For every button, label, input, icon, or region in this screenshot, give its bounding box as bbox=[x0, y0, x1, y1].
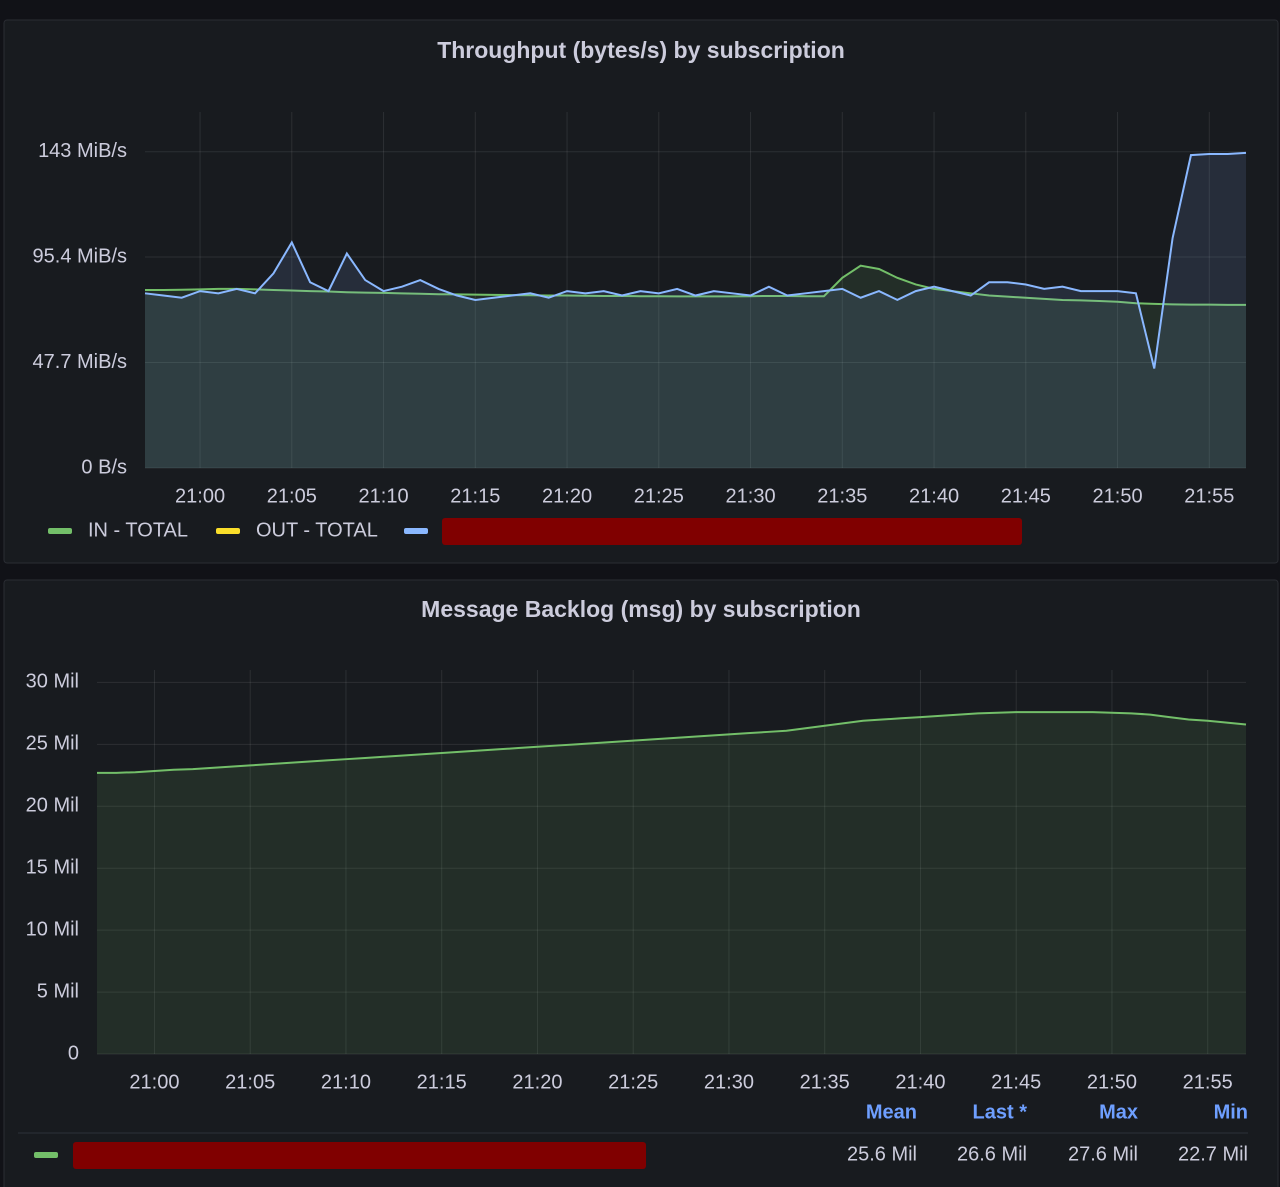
x-tick-label: 21:20 bbox=[542, 485, 592, 507]
x-tick-label: 21:40 bbox=[895, 1071, 945, 1093]
x-tick-label: 21:15 bbox=[417, 1071, 467, 1093]
y-tick-label: 10 Mil bbox=[26, 918, 79, 940]
legend-header[interactable]: Min bbox=[1214, 1101, 1248, 1123]
y-tick-label: 95.4 MiB/s bbox=[33, 245, 127, 267]
y-tick-label: 30 Mil bbox=[26, 671, 79, 693]
x-tick-label: 21:05 bbox=[267, 485, 317, 507]
x-tick-label: 21:50 bbox=[1093, 485, 1143, 507]
redacted-name bbox=[73, 1142, 646, 1169]
redacted-name bbox=[442, 518, 1022, 545]
x-tick-label: 21:25 bbox=[608, 1071, 658, 1093]
series-area bbox=[145, 265, 1246, 468]
legend-label[interactable]: OUT - TOTAL bbox=[256, 519, 378, 541]
legend-marker bbox=[48, 528, 72, 534]
y-tick-label: 0 bbox=[68, 1042, 79, 1064]
legend-stat: 27.6 Mil bbox=[1068, 1143, 1138, 1165]
legend-marker bbox=[216, 528, 240, 534]
x-tick-label: 21:45 bbox=[991, 1071, 1041, 1093]
legend-stat: 22.7 Mil bbox=[1178, 1143, 1248, 1165]
legend-stat: 26.6 Mil bbox=[957, 1143, 1027, 1165]
x-tick-label: 21:40 bbox=[909, 485, 959, 507]
x-tick-label: 21:15 bbox=[450, 485, 500, 507]
panel-title: Message Backlog (msg) by subscription bbox=[421, 596, 861, 622]
x-tick-label: 21:30 bbox=[726, 485, 776, 507]
x-tick-label: 21:45 bbox=[1001, 485, 1051, 507]
x-tick-label: 21:20 bbox=[512, 1071, 562, 1093]
y-tick-label: 15 Mil bbox=[26, 856, 79, 878]
x-tick-label: 21:30 bbox=[704, 1071, 754, 1093]
x-tick-label: 21:10 bbox=[321, 1071, 371, 1093]
legend-label[interactable]: IN - TOTAL bbox=[88, 519, 188, 541]
legend-marker bbox=[34, 1152, 58, 1158]
y-tick-label: 5 Mil bbox=[37, 980, 79, 1002]
series-area bbox=[97, 712, 1246, 1054]
x-tick-label: 21:10 bbox=[359, 485, 409, 507]
y-tick-label: 0 B/s bbox=[81, 456, 127, 478]
y-tick-label: 25 Mil bbox=[26, 733, 79, 755]
legend-marker bbox=[404, 528, 428, 534]
legend-header[interactable]: Max bbox=[1099, 1101, 1138, 1123]
x-tick-label: 21:25 bbox=[634, 485, 684, 507]
y-tick-label: 47.7 MiB/s bbox=[33, 351, 127, 373]
legend-header[interactable]: Last * bbox=[973, 1101, 1028, 1123]
panel-title: Throughput (bytes/s) by subscription bbox=[437, 37, 845, 63]
series-area bbox=[145, 152, 1246, 468]
y-tick-label: 20 Mil bbox=[26, 795, 79, 817]
x-tick-label: 21:35 bbox=[817, 485, 867, 507]
x-tick-label: 21:35 bbox=[800, 1071, 850, 1093]
x-tick-label: 21:05 bbox=[225, 1071, 275, 1093]
legend-stat: 25.6 Mil bbox=[847, 1143, 917, 1165]
panel bbox=[3, 579, 1279, 1187]
x-tick-label: 21:55 bbox=[1184, 485, 1234, 507]
legend-header[interactable]: Mean bbox=[866, 1101, 917, 1123]
x-tick-label: 21:00 bbox=[175, 485, 225, 507]
x-tick-label: 21:55 bbox=[1183, 1071, 1233, 1093]
series-line bbox=[144, 151, 1247, 369]
series-line bbox=[97, 711, 1247, 774]
y-tick-label: 143 MiB/s bbox=[38, 140, 127, 162]
x-tick-label: 21:50 bbox=[1087, 1071, 1137, 1093]
x-tick-label: 21:00 bbox=[129, 1071, 179, 1093]
